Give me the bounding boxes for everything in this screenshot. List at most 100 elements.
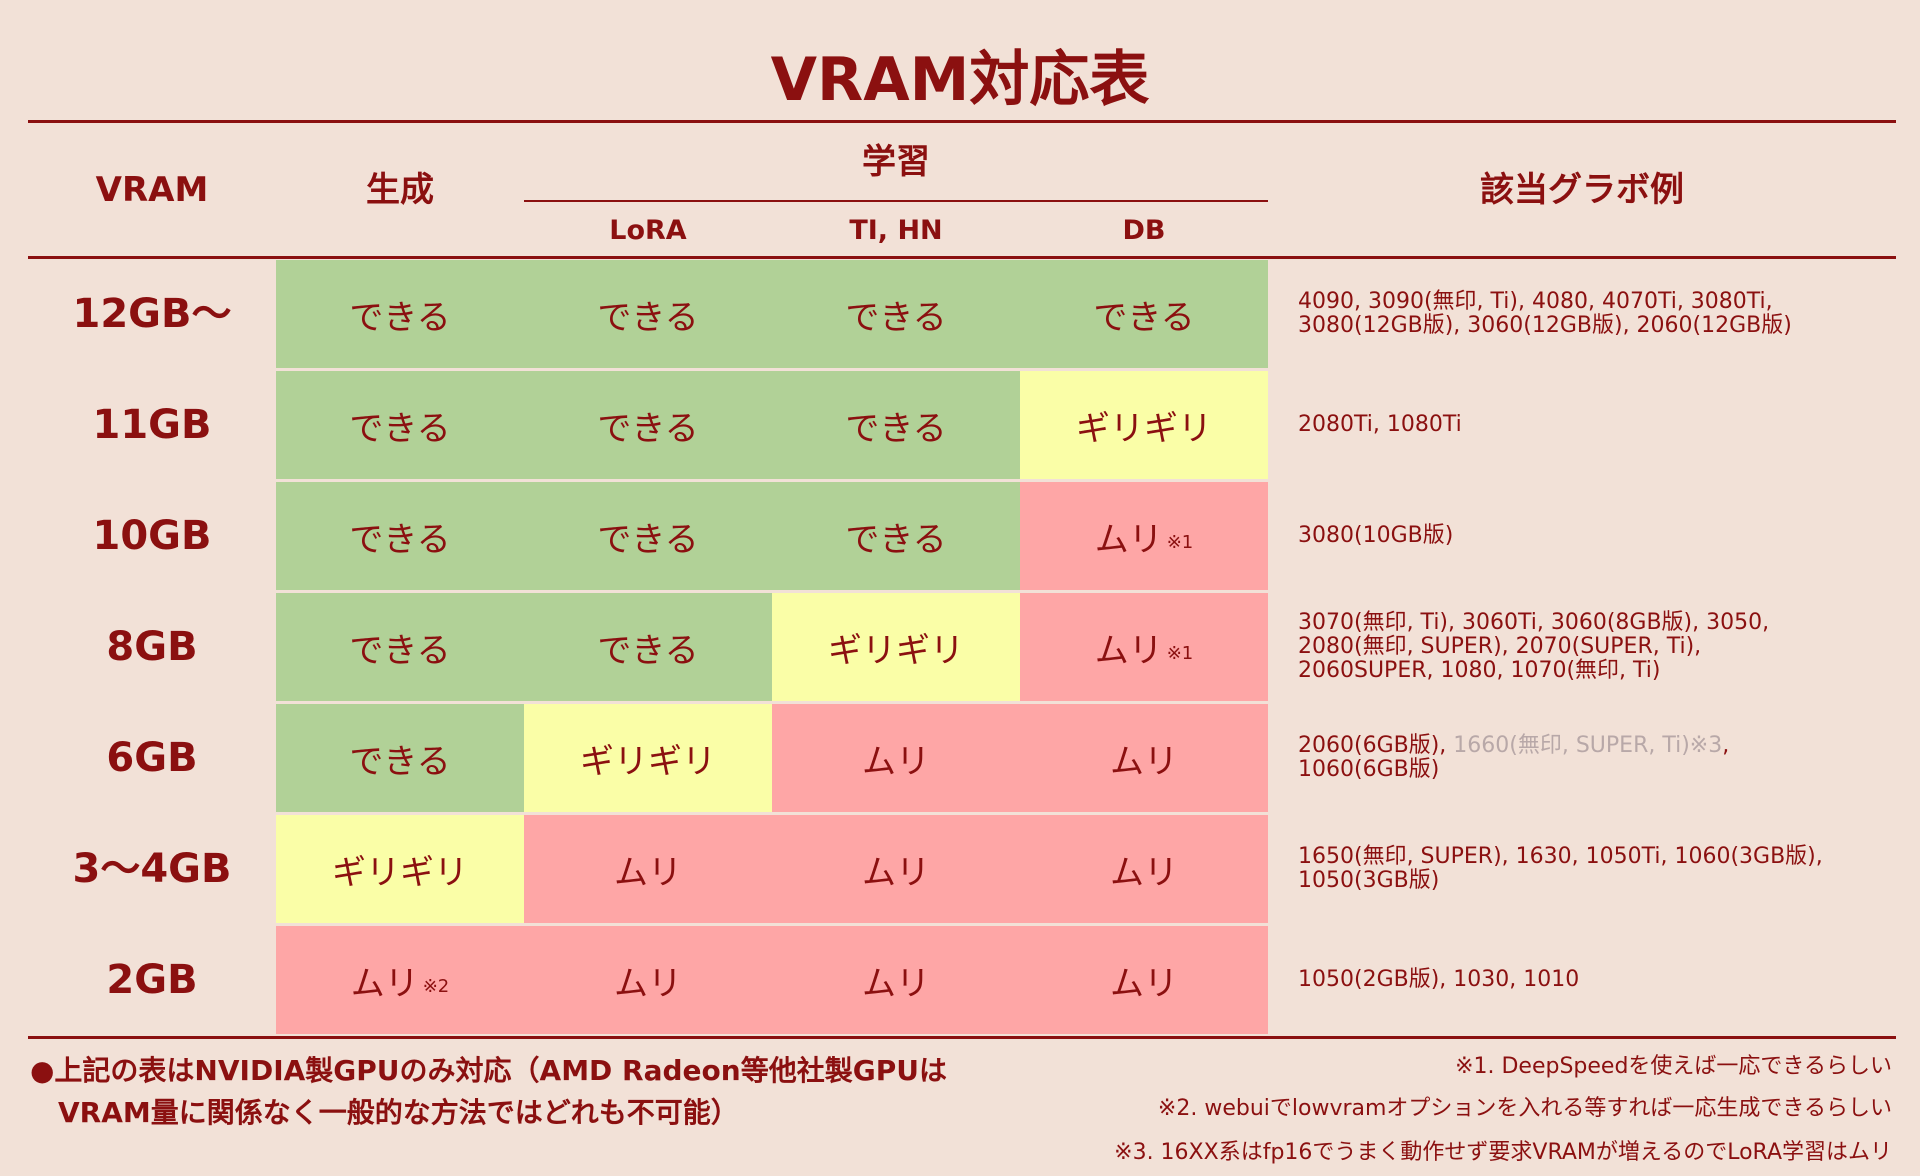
- train-header-rule: [524, 200, 1268, 202]
- status-cell: ギリギリ: [276, 815, 524, 923]
- status-text: できる: [597, 519, 699, 560]
- bottom-rule: [28, 1036, 1896, 1039]
- status-text: できる: [597, 630, 699, 671]
- status-cell: ムリ ※1: [1020, 593, 1268, 701]
- footer-line-2: VRAM量に関係なく一般的な方法ではどれも不可能）: [58, 1096, 739, 1129]
- gpu-line: 4090, 3090(無印, Ti), 4080, 4070Ti, 3080Ti…: [1298, 289, 1773, 314]
- vram-label: 6GB: [106, 735, 198, 781]
- gpu-line: 3080(12GB版), 3060(12GB版), 2060(12GB版): [1298, 313, 1792, 338]
- status-cell: ムリ: [772, 704, 1020, 812]
- vram-label: 10GB: [92, 513, 212, 559]
- status-cell: ムリ: [1020, 926, 1268, 1034]
- header-gpus: 該当グラボ例: [1480, 170, 1684, 210]
- vram-label: 11GB: [92, 402, 212, 448]
- status-text: ギリギリ: [580, 741, 716, 782]
- status-text: できる: [349, 408, 451, 449]
- header-ti-hn: TI, HN: [849, 215, 943, 246]
- status-text: できる: [1093, 297, 1195, 338]
- status-text: できる: [349, 630, 451, 671]
- footer-disclaimer: ●上記の表はNVIDIA製GPUのみ対応（AMD Radeon等他社製GPUは …: [30, 1050, 947, 1134]
- status-text: ギリギリ: [1076, 408, 1212, 449]
- gpu-examples: 2080Ti, 1080Ti: [1298, 371, 1898, 479]
- note-1: ※1. DeepSpeedを使えば一応できるらしい: [1455, 1054, 1892, 1079]
- gpu-examples: 1650(無印, SUPER), 1630, 1050Ti, 1060(3GB版…: [1298, 815, 1898, 923]
- header-rule: [28, 256, 1896, 259]
- vram-label: 12GB〜: [72, 291, 232, 337]
- status-text: できる: [349, 741, 451, 782]
- gpu-text: 2060(6GB版),: [1298, 733, 1454, 758]
- status-text: ムリ: [862, 852, 930, 893]
- status-text: ムリ: [350, 963, 419, 1004]
- status-cell: できる: [1020, 260, 1268, 368]
- status-cell: ムリ: [1020, 704, 1268, 812]
- status-text: ムリ: [862, 963, 930, 1004]
- status-cell: できる: [772, 371, 1020, 479]
- status-text: ギリギリ: [332, 852, 468, 893]
- status-cell: できる: [524, 482, 772, 590]
- gpu-examples: 1050(2GB版), 1030, 1010: [1298, 926, 1898, 1034]
- status-cell: できる: [524, 593, 772, 701]
- gpu-line: 1650(無印, SUPER), 1630, 1050Ti, 1060(3GB版…: [1298, 844, 1823, 869]
- gpu-examples: 2060(6GB版), 1660(無印, SUPER, Ti)※3, 1060(6…: [1298, 704, 1898, 812]
- status-cell: できる: [276, 593, 524, 701]
- gpu-text: ,: [1722, 733, 1730, 758]
- status-cell: ムリ: [1020, 815, 1268, 923]
- gpu-line: 2060SUPER, 1080, 1070(無印, Ti): [1298, 658, 1661, 683]
- status-text: ムリ: [1110, 963, 1178, 1004]
- gpu-text-deemphasized: 1660(無印, SUPER, Ti)※3: [1453, 733, 1723, 758]
- gpu-line: 3080(10GB版): [1298, 523, 1454, 548]
- status-text: できる: [349, 519, 451, 560]
- status-cell: ギリギリ: [1020, 371, 1268, 479]
- status-text: ムリ: [1094, 630, 1163, 671]
- status-text: できる: [845, 297, 947, 338]
- status-text: できる: [597, 408, 699, 449]
- status-text: ムリ: [1094, 519, 1163, 560]
- gpu-examples: 3080(10GB版): [1298, 482, 1898, 590]
- gpu-line: 2080(無印, SUPER), 2070(SUPER, Ti),: [1298, 634, 1702, 659]
- status-cell: ギリギリ: [772, 593, 1020, 701]
- status-text: できる: [597, 297, 699, 338]
- status-text: ムリ: [1110, 852, 1178, 893]
- gpu-line: 1050(3GB版): [1298, 868, 1440, 893]
- footnote-mark: ※1: [1166, 531, 1194, 553]
- status-cell: ムリ: [524, 815, 772, 923]
- status-cell: できる: [276, 260, 524, 368]
- status-text: ギリギリ: [828, 630, 964, 671]
- gpu-examples: 4090, 3090(無印, Ti), 4080, 4070Ti, 3080Ti…: [1298, 260, 1898, 368]
- header-db: DB: [1122, 215, 1166, 246]
- status-text: できる: [349, 297, 451, 338]
- status-cell: ムリ ※1: [1020, 482, 1268, 590]
- gpu-line: 2060(6GB版), 1660(無印, SUPER, Ti)※3,: [1298, 734, 1898, 758]
- header-generate: 生成: [366, 170, 434, 210]
- gpu-line: 1050(2GB版), 1030, 1010: [1298, 967, 1580, 992]
- gpu-line: 1060(6GB版): [1298, 757, 1440, 782]
- status-text: ムリ: [614, 963, 682, 1004]
- status-cell: ムリ: [772, 926, 1020, 1034]
- status-cell: できる: [772, 260, 1020, 368]
- page-title: VRAM対応表: [770, 45, 1150, 115]
- header-lora: LoRA: [609, 215, 687, 246]
- status-text: できる: [845, 519, 947, 560]
- status-cell: できる: [276, 371, 524, 479]
- header-vram: VRAM: [95, 170, 209, 210]
- status-cell: ムリ ※2: [276, 926, 524, 1034]
- status-text: できる: [845, 408, 947, 449]
- vram-label: 3〜4GB: [72, 846, 232, 892]
- vram-label: 8GB: [106, 624, 198, 670]
- status-text: ムリ: [1110, 741, 1178, 782]
- status-cell: できる: [276, 704, 524, 812]
- note-3: ※3. 16XX系はfp16でうまく動作せず要求VRAMが増えるのでLoRA学習…: [1114, 1140, 1892, 1165]
- status-cell: できる: [524, 371, 772, 479]
- status-cell: できる: [276, 482, 524, 590]
- footer-line-1: ●上記の表はNVIDIA製GPUのみ対応（AMD Radeon等他社製GPUは: [30, 1054, 947, 1087]
- footnote-mark: ※2: [422, 975, 450, 997]
- status-text: ムリ: [614, 852, 682, 893]
- status-cell: ムリ: [524, 926, 772, 1034]
- status-cell: できる: [524, 260, 772, 368]
- gpu-line: 3070(無印, Ti), 3060Ti, 3060(8GB版), 3050,: [1298, 610, 1770, 635]
- status-cell: できる: [772, 482, 1020, 590]
- top-rule: [28, 120, 1896, 123]
- vram-label: 2GB: [106, 957, 198, 1003]
- header-train: 学習: [862, 142, 930, 182]
